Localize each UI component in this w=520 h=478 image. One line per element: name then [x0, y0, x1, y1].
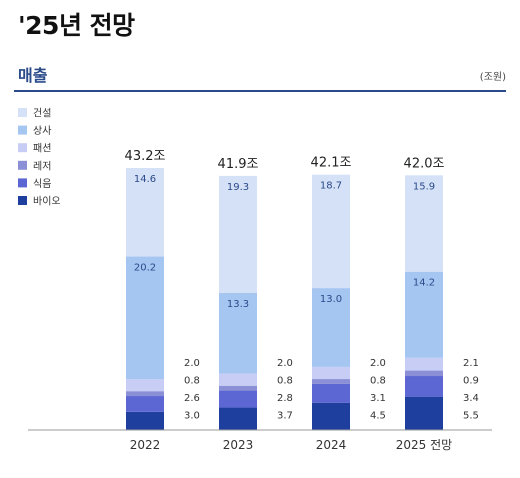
- data-label-0-5: 14.6: [134, 174, 156, 185]
- bar-segment-0-1: [126, 396, 164, 412]
- x-tick-label-0: 2022: [130, 438, 161, 452]
- bar-segment-2-3: [312, 366, 350, 380]
- legend-swatch-5: [18, 196, 27, 205]
- bar-segment-0-0: [126, 411, 164, 430]
- bar-segment-0-2: [126, 391, 164, 397]
- bar-segment-0-4: [126, 256, 164, 380]
- unit-label: (조원): [479, 72, 506, 83]
- bar-segment-2-1: [312, 383, 350, 403]
- legend-swatch-0: [18, 108, 27, 117]
- data-label-1-0: 3.7: [277, 411, 293, 422]
- bar-segment-1-0: [219, 407, 257, 430]
- bar-segment-2-4: [312, 288, 350, 367]
- section-title: 매출: [18, 66, 48, 85]
- bar-segment-0-5: [126, 168, 164, 257]
- section-divider: [14, 90, 506, 92]
- data-label-1-1: 2.8: [277, 393, 293, 404]
- total-label-3: 42.0조: [404, 156, 445, 171]
- data-label-0-0: 3.0: [184, 411, 200, 422]
- data-label-2-3: 2.0: [370, 358, 386, 369]
- data-label-0-2: 0.8: [184, 376, 200, 387]
- bar-segment-3-2: [405, 370, 443, 377]
- total-label-0: 43.2조: [125, 149, 166, 164]
- x-tick-label-1: 2023: [223, 438, 254, 452]
- data-label-3-1: 3.4: [463, 393, 479, 404]
- legend-swatch-4: [18, 178, 27, 188]
- data-label-3-5: 15.9: [413, 181, 435, 192]
- total-label-2: 42.1조: [311, 156, 352, 171]
- bar-segment-2-5: [312, 174, 350, 289]
- data-label-3-2: 0.9: [463, 376, 479, 387]
- x-tick-label-2: 2024: [316, 438, 347, 452]
- legend-label-2: 패션: [33, 143, 51, 155]
- data-label-2-1: 3.1: [370, 393, 386, 404]
- legend-label-0: 건설: [33, 108, 51, 120]
- total-label-1: 41.9조: [218, 157, 259, 172]
- bar-segment-1-5: [219, 175, 257, 293]
- bar-segment-2-2: [312, 379, 350, 384]
- bar-segment-3-0: [405, 396, 443, 430]
- bar-segment-3-3: [405, 357, 443, 371]
- page-title: '25년 전망: [18, 11, 135, 40]
- data-label-2-5: 18.7: [320, 181, 342, 192]
- bar-segment-1-1: [219, 390, 257, 408]
- bar-segment-3-1: [405, 376, 443, 397]
- data-label-1-4: 13.3: [227, 299, 249, 310]
- legend-swatch-1: [18, 125, 27, 135]
- legend-label-3: 레저: [33, 160, 51, 172]
- data-label-0-3: 2.0: [184, 358, 200, 369]
- data-label-0-4: 20.2: [134, 263, 156, 274]
- data-label-1-3: 2.0: [277, 358, 293, 369]
- data-label-3-0: 5.5: [463, 411, 479, 422]
- bar-segment-3-4: [405, 271, 443, 358]
- bar-segment-2-0: [312, 402, 350, 430]
- data-label-1-5: 19.3: [227, 182, 249, 193]
- legend-label-4: 식음: [33, 178, 51, 190]
- data-label-1-2: 0.8: [277, 376, 293, 387]
- bar-segment-1-2: [219, 385, 257, 391]
- data-label-2-0: 4.5: [370, 411, 386, 422]
- data-label-0-1: 2.6: [184, 393, 200, 404]
- bar-segment-3-5: [405, 175, 443, 272]
- legend-swatch-2: [18, 143, 27, 153]
- bar-segment-1-4: [219, 292, 257, 374]
- legend-swatch-3: [18, 160, 27, 170]
- legend-label-1: 상사: [33, 125, 51, 137]
- legend-label-5: 바이오: [33, 196, 61, 208]
- data-label-3-3: 2.1: [463, 358, 479, 369]
- bar-segment-1-3: [219, 373, 257, 386]
- data-label-2-2: 0.8: [370, 376, 386, 387]
- bar-segment-0-3: [126, 379, 164, 392]
- data-label-3-4: 14.2: [413, 278, 435, 289]
- data-label-2-4: 13.0: [320, 294, 342, 305]
- x-tick-label-3: 2025 전망: [396, 438, 452, 452]
